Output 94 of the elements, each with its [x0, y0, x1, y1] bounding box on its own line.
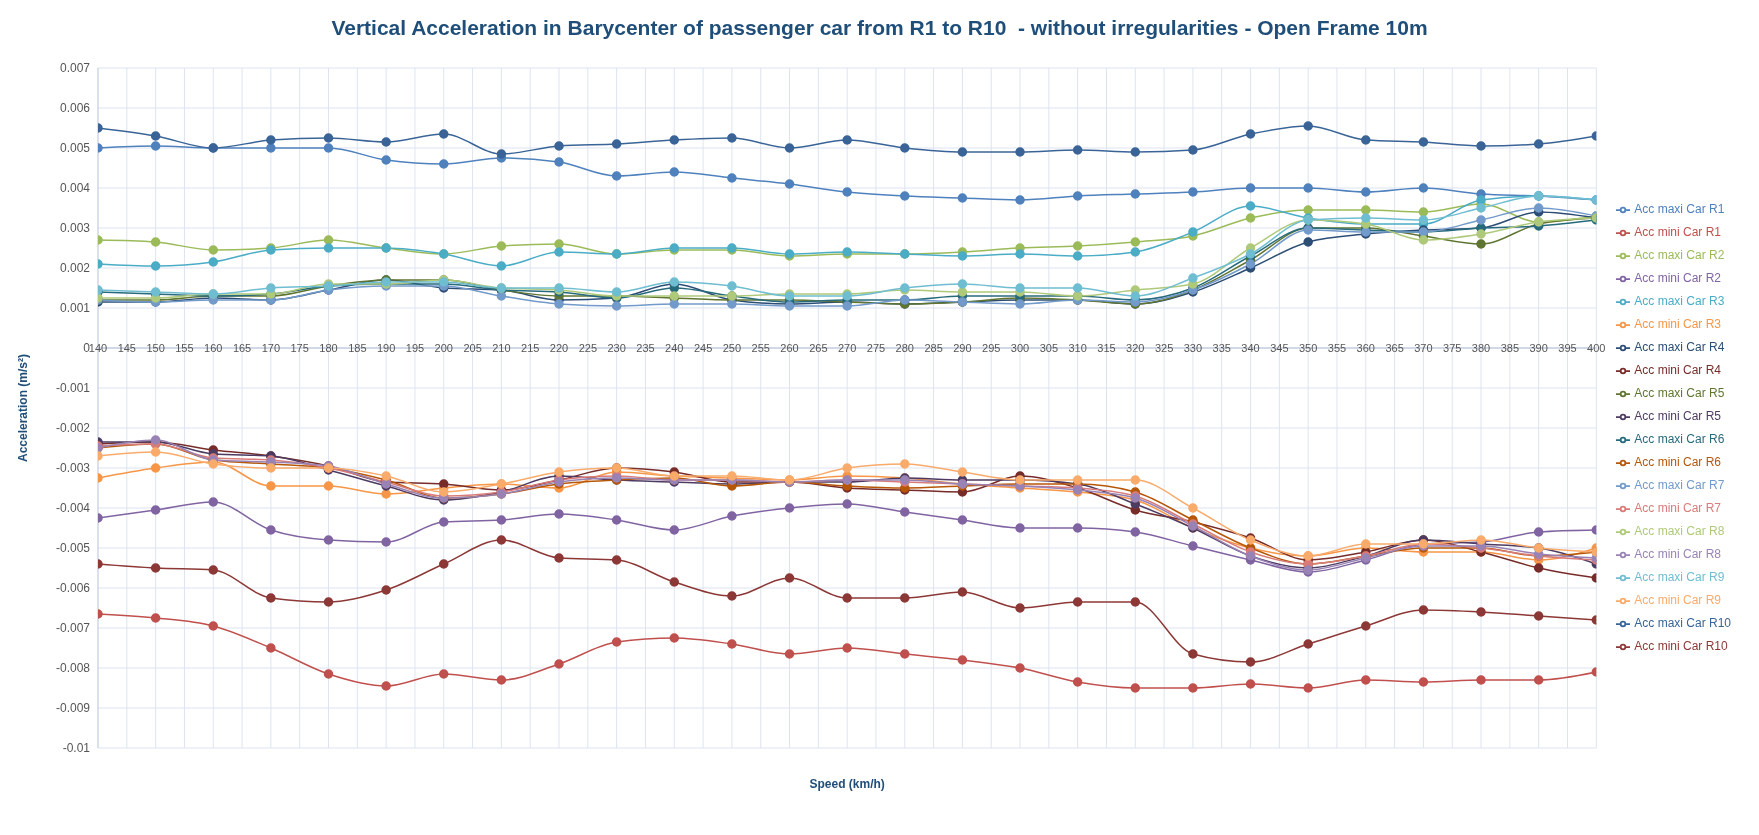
x-tick-label: 165 — [232, 342, 252, 354]
legend-label: Acc mini Car R2 — [1634, 271, 1721, 285]
x-tick-label: 275 — [866, 342, 886, 354]
x-tick-label: 355 — [1327, 342, 1347, 354]
legend-label: Acc mini Car R8 — [1634, 547, 1721, 561]
x-tick-label: 220 — [549, 342, 569, 354]
x-tick-label: 300 — [1010, 342, 1030, 354]
x-tick-label: 325 — [1154, 342, 1174, 354]
x-tick-label: 335 — [1212, 342, 1231, 354]
x-tick-label: 310 — [1068, 342, 1087, 354]
x-tick-label: 230 — [607, 342, 626, 354]
x-tick-label: 285 — [924, 342, 943, 354]
x-tick-label: 330 — [1183, 342, 1203, 354]
x-tick-label: 265 — [809, 342, 828, 354]
y-tick-label: 0 — [83, 341, 91, 356]
legend-label: Acc mini Car R5 — [1634, 409, 1721, 423]
legend-label: Acc maxi Car R7 — [1634, 478, 1725, 492]
x-tick-label: 145 — [117, 342, 136, 354]
x-tick-label: 340 — [1241, 342, 1260, 354]
y-tick-label: -0.009 — [55, 701, 91, 716]
y-tick-label: -0.004 — [55, 501, 91, 516]
x-tick-label: 360 — [1356, 342, 1375, 354]
x-tick-label: 295 — [982, 342, 1001, 354]
x-tick-label: 170 — [261, 342, 281, 354]
x-tick-label: 175 — [290, 342, 309, 354]
x-tick-label: 250 — [722, 342, 742, 354]
x-tick-label: 350 — [1298, 342, 1318, 354]
x-tick-label: 385 — [1500, 342, 1520, 354]
x-tick-label: 255 — [751, 342, 770, 354]
y-tick-label: 0.001 — [59, 301, 91, 316]
x-tick-label: 235 — [636, 342, 655, 354]
legend-label: Acc mini Car R7 — [1634, 501, 1721, 515]
x-axis-title: Speed (km/h) — [809, 777, 885, 791]
y-tick-label: -0.007 — [55, 621, 91, 636]
y-tick-label: -0.005 — [55, 541, 91, 556]
x-tick-label: 225 — [578, 342, 598, 354]
x-tick-label: 155 — [175, 342, 194, 354]
y-axis-title: Acceleration (m/s²) — [16, 353, 31, 463]
x-tick-label: 185 — [348, 342, 367, 354]
y-tick-label: -0.006 — [55, 581, 91, 596]
y-tick-label: 0.003 — [59, 221, 91, 236]
legend-label: Acc mini Car R6 — [1634, 455, 1721, 469]
legend-label: Acc maxi Car R8 — [1634, 524, 1725, 538]
x-tick-label: 390 — [1529, 342, 1548, 354]
x-tick-label: 240 — [665, 342, 684, 354]
x-tick-label: 160 — [204, 342, 223, 354]
y-tick-label: -0.01 — [62, 741, 91, 756]
legend-label: Acc maxi Car R1 — [1634, 202, 1725, 216]
legend-label: Acc mini Car R3 — [1634, 317, 1721, 331]
legend-label: Acc maxi Car R3 — [1634, 294, 1725, 308]
x-tick-label: 260 — [780, 342, 799, 354]
x-tick-label: 150 — [146, 342, 165, 354]
legend-label: Acc maxi Car R6 — [1634, 432, 1725, 446]
y-tick-label: -0.008 — [55, 661, 91, 676]
x-tick-label: 375 — [1443, 342, 1462, 354]
x-tick-label: 395 — [1558, 342, 1577, 354]
x-tick-label: 400 — [1587, 342, 1606, 354]
y-tick-label: 0.005 — [59, 141, 91, 156]
legend-label: Acc mini Car R9 — [1634, 593, 1721, 607]
x-tick-label: 305 — [1039, 342, 1059, 354]
x-tick-label: 190 — [376, 342, 396, 354]
x-tick-label: 370 — [1414, 342, 1433, 354]
x-tick-label: 195 — [405, 342, 425, 354]
x-tick-label: 365 — [1385, 342, 1404, 354]
x-tick-label: 290 — [953, 342, 972, 354]
legend-label: Acc mini Car R1 — [1634, 225, 1721, 239]
legend-label: Acc maxi Car R2 — [1634, 248, 1725, 262]
x-tick-label: 200 — [434, 342, 453, 354]
x-tick-label: 205 — [463, 342, 482, 354]
x-tick-label: 210 — [492, 342, 511, 354]
legend-label: Acc mini Car R10 — [1634, 639, 1728, 653]
legend-label: Acc maxi Car R9 — [1634, 570, 1725, 584]
x-tick-label: 245 — [693, 342, 713, 354]
x-tick-label: 380 — [1471, 342, 1491, 354]
x-tick-label: 280 — [895, 342, 914, 354]
y-tick-label: 0.007 — [59, 61, 91, 76]
legend-label: Acc maxi Car R10 — [1634, 616, 1731, 630]
x-tick-label: 180 — [319, 342, 338, 354]
x-tick-label: 270 — [837, 342, 857, 354]
y-tick-label: -0.001 — [55, 381, 91, 396]
y-tick-label: -0.002 — [55, 421, 91, 436]
y-tick-label: 0.002 — [59, 261, 91, 276]
legend-label: Acc maxi Car R5 — [1634, 386, 1725, 400]
x-tick-label: 140 — [88, 342, 108, 354]
y-tick-label: 0.006 — [59, 101, 91, 116]
x-tick-label: 315 — [1097, 342, 1116, 354]
x-tick-label: 215 — [521, 342, 540, 354]
x-tick-label: 345 — [1270, 342, 1289, 354]
legend-label: Acc maxi Car R4 — [1634, 340, 1725, 354]
x-tick-label: 320 — [1126, 342, 1145, 354]
y-tick-label: -0.003 — [55, 461, 91, 476]
chart-title: Vertical Acceleration in Barycenter of passenger car from R1 to R10 - without irregularities - Open Frame 10m — [330, 15, 1429, 41]
y-tick-label: 0.004 — [59, 181, 91, 196]
legend-label: Acc mini Car R4 — [1634, 363, 1721, 377]
